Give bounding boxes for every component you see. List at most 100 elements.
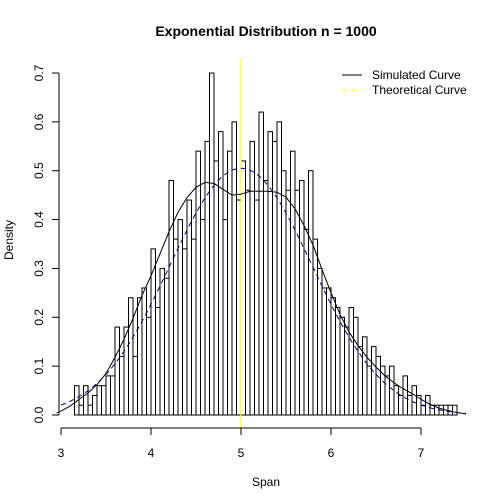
histogram-bar <box>105 375 111 416</box>
x-tick-label: 4 <box>148 446 155 460</box>
histogram-bar <box>308 170 314 416</box>
histogram-bar <box>101 385 107 416</box>
histogram-bar <box>267 131 273 416</box>
chart-title: Exponential Distribution n = 1000 <box>155 23 377 39</box>
theoretical-curve-line <box>60 167 467 414</box>
y-tick-label: 0.3 <box>32 260 46 277</box>
histogram-bar <box>447 404 453 416</box>
histogram-bar <box>119 355 125 416</box>
histogram-bar <box>254 199 260 416</box>
histogram-bar <box>186 199 192 416</box>
histogram-bar <box>182 248 188 416</box>
histogram-bar <box>146 316 152 416</box>
histogram-bar <box>389 365 395 416</box>
histogram-bar <box>209 72 215 416</box>
histogram-bar <box>290 150 296 416</box>
histogram-bar <box>362 336 368 416</box>
histogram-bar <box>123 326 129 416</box>
histogram-bar <box>78 404 84 416</box>
histogram-bar <box>155 307 161 416</box>
histogram-bar <box>240 160 246 416</box>
histogram-bar <box>263 179 269 416</box>
histogram-bar <box>452 404 458 416</box>
y-tick-label: 0.2 <box>32 309 46 326</box>
histogram-bar <box>218 131 224 416</box>
x-tick-label: 7 <box>418 446 425 460</box>
histogram-bar <box>353 316 359 416</box>
y-tick-label: 0.0 <box>32 406 46 423</box>
histogram-bar <box>177 219 183 416</box>
histogram-bar <box>114 326 120 416</box>
histogram-bar <box>96 385 102 416</box>
histogram-bar <box>321 287 327 416</box>
histogram-bar <box>236 199 242 416</box>
histogram-bar <box>285 189 291 416</box>
histogram-bar <box>312 238 318 416</box>
histogram-bar <box>258 111 264 416</box>
histogram-bar <box>330 297 336 416</box>
x-axis-label: Span <box>252 475 280 489</box>
histogram-bar <box>137 297 143 416</box>
histogram-bar <box>159 267 165 416</box>
histogram-bars <box>74 72 458 416</box>
histogram-bar <box>227 150 233 416</box>
histogram-bar <box>200 219 206 416</box>
histogram-bar <box>299 179 305 416</box>
y-tick-label: 0.6 <box>32 113 46 130</box>
histogram-bar <box>272 140 278 416</box>
histogram-bar <box>402 375 408 416</box>
histogram-bar <box>231 121 237 416</box>
histogram-bar <box>425 394 431 416</box>
histogram-bar <box>110 375 116 416</box>
y-axis-label: Density <box>2 220 16 260</box>
density-curves <box>56 167 467 415</box>
histogram-bar <box>303 228 309 416</box>
histogram-bar <box>195 150 201 416</box>
histogram-bar <box>393 385 399 416</box>
histogram-bar <box>317 267 323 416</box>
x-tick-label: 6 <box>328 446 335 460</box>
histogram-bar <box>276 121 282 416</box>
x-tick-label: 3 <box>58 446 65 460</box>
histogram-bar <box>213 160 219 416</box>
y-tick-label: 0.7 <box>32 64 46 81</box>
histogram-bar <box>168 179 174 416</box>
histogram-bar <box>384 375 390 416</box>
legend-theoretical-label: Theoretical Curve <box>372 83 467 97</box>
histogram-bar <box>344 326 350 416</box>
histogram-bar <box>74 385 80 416</box>
histogram-bar <box>398 394 404 416</box>
y-tick-label: 0.5 <box>32 162 46 179</box>
histogram-bar <box>164 277 170 416</box>
histogram-bar <box>335 307 341 416</box>
histogram-bar <box>173 238 179 416</box>
histogram-bar <box>371 346 377 416</box>
y-tick-label: 0.4 <box>32 211 46 228</box>
y-tick-label: 0.1 <box>32 357 46 374</box>
histogram-bar <box>281 170 287 416</box>
histogram-bar <box>429 404 435 416</box>
legend-simulated-label: Simulated Curve <box>372 68 461 82</box>
histogram-bar <box>339 316 345 416</box>
histogram-bar <box>249 140 255 416</box>
histogram-bar <box>375 355 381 416</box>
histogram-bar <box>326 287 332 416</box>
histogram-bar <box>83 385 89 416</box>
histogram-bar <box>128 297 134 416</box>
histogram-bar <box>294 189 300 416</box>
histogram-bar <box>92 394 98 416</box>
histogram-bar <box>222 219 228 416</box>
histogram-bar <box>411 385 417 416</box>
histogram-bar <box>407 394 413 416</box>
histogram-bar <box>87 404 93 416</box>
simulated-curve-line <box>56 181 467 415</box>
x-tick-label: 5 <box>238 446 245 460</box>
histogram-bar <box>132 355 138 416</box>
histogram-bar <box>141 287 147 416</box>
histogram-bar <box>191 238 197 416</box>
histogram-bar <box>245 189 251 416</box>
histogram-bar <box>366 365 372 416</box>
histogram-bar <box>348 307 354 416</box>
